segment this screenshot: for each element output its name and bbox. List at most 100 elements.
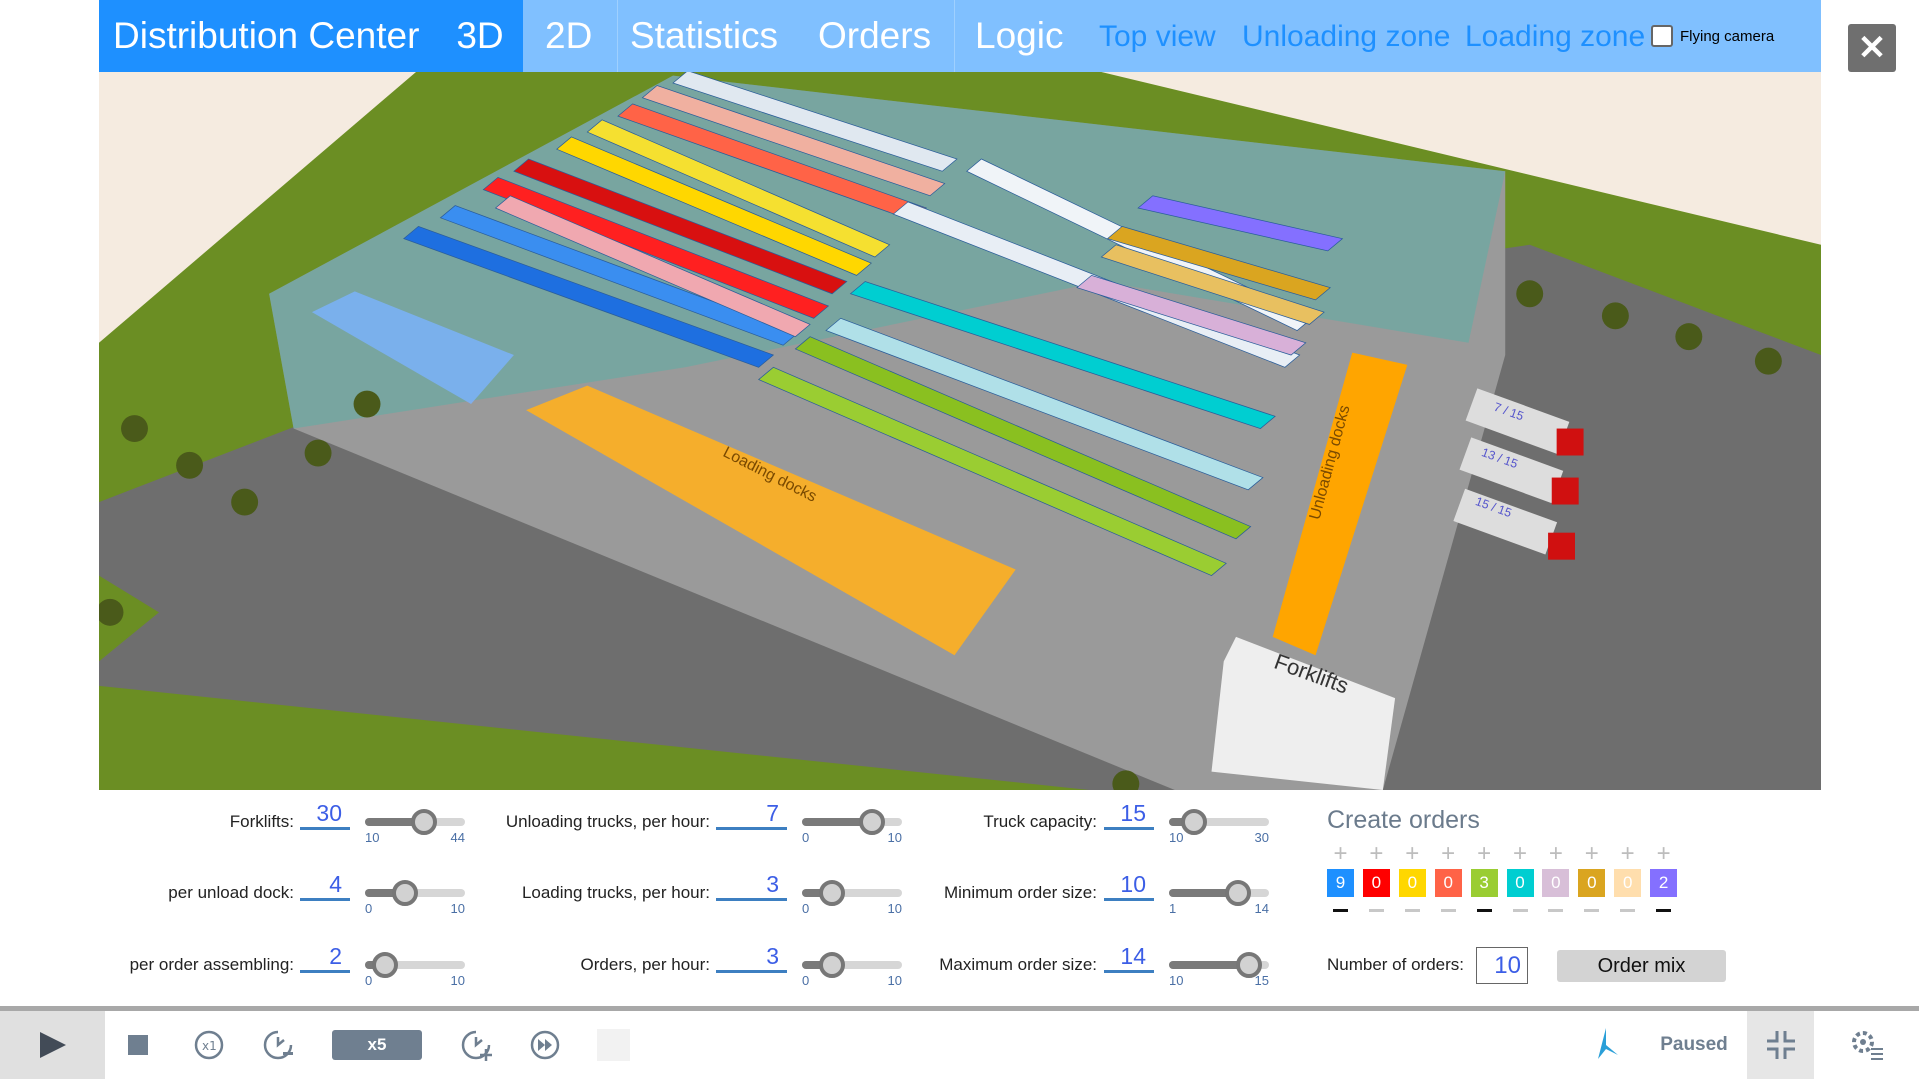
increase-order-button[interactable]: + xyxy=(1441,840,1456,867)
tab-logic[interactable]: Logic xyxy=(975,15,1064,56)
realtime-x1-button[interactable]: x1 xyxy=(191,1011,227,1079)
truck-cab xyxy=(1556,428,1584,456)
decrease-order-button[interactable] xyxy=(1620,909,1636,912)
number-of-orders-input[interactable]: 10 xyxy=(1476,947,1528,984)
param-value-input[interactable]: 3 xyxy=(716,943,787,973)
run-fast-button[interactable] xyxy=(527,1011,563,1079)
decrease-order-button[interactable] xyxy=(1476,909,1492,912)
decrease-order-button[interactable] xyxy=(1548,909,1564,912)
tab-3d[interactable]: 3D xyxy=(437,0,523,72)
increase-order-button[interactable]: + xyxy=(1512,840,1527,867)
storage-rack xyxy=(1100,244,1325,325)
tree xyxy=(1675,323,1703,351)
slider-knob[interactable] xyxy=(392,880,418,906)
create-orders-title: Create orders xyxy=(1327,806,1480,834)
app-title: Distribution Center xyxy=(99,0,437,72)
slider-knob[interactable] xyxy=(372,952,398,978)
slider-min: 0 xyxy=(365,901,373,916)
slow-down-button[interactable] xyxy=(260,1011,296,1079)
order-color-count: 0 xyxy=(1506,869,1534,897)
increase-order-button[interactable]: + xyxy=(1369,840,1384,867)
increase-order-button[interactable]: + xyxy=(1333,840,1348,867)
decrease-order-button[interactable] xyxy=(1512,909,1528,912)
3d-scene-viewport[interactable]: Loading docks Unloading docks Forklifts … xyxy=(99,72,1821,790)
loading-zone-link[interactable]: Loading zone xyxy=(1465,20,1646,53)
param-value-input[interactable]: 4 xyxy=(300,871,350,901)
divider xyxy=(954,0,955,72)
disabled-button xyxy=(597,1011,630,1079)
param-slider[interactable]: 10 30 xyxy=(1169,809,1269,850)
param-slider[interactable]: 1 14 xyxy=(1169,880,1269,921)
slow-down-icon xyxy=(263,1030,293,1060)
close-button[interactable]: ✕ xyxy=(1848,24,1896,72)
param-label: per unload dock: xyxy=(168,883,294,902)
param-label: Maximum order size: xyxy=(939,955,1097,974)
slider-max: 10 xyxy=(450,973,465,988)
slider-knob[interactable] xyxy=(859,809,885,835)
storage-rack xyxy=(1137,195,1344,252)
param-slider[interactable]: 0 10 xyxy=(365,952,465,993)
decrease-order-button[interactable] xyxy=(1440,909,1456,912)
tree xyxy=(353,390,381,418)
speed-up-button[interactable] xyxy=(458,1011,494,1079)
order-mix-button[interactable]: Order mix xyxy=(1557,950,1726,982)
param-value-input[interactable]: 7 xyxy=(716,800,787,830)
param-value-input[interactable]: 30 xyxy=(300,800,350,830)
tab-2d[interactable]: 2D xyxy=(545,15,593,56)
param-label: Loading trucks, per hour: xyxy=(521,883,710,902)
slider-track xyxy=(1169,818,1269,826)
slider-max: 30 xyxy=(1254,830,1269,845)
storage-rack xyxy=(794,336,1252,540)
param-value-input[interactable]: 10 xyxy=(1104,871,1154,901)
increase-order-button[interactable]: + xyxy=(1548,840,1563,867)
slider-min: 10 xyxy=(1169,830,1184,845)
tree xyxy=(1754,347,1782,375)
increase-order-button[interactable]: + xyxy=(1405,840,1420,867)
param-value-input[interactable]: 2 xyxy=(300,943,350,973)
stop-button[interactable] xyxy=(125,1011,151,1079)
increase-order-button[interactable]: + xyxy=(1620,840,1635,867)
tree xyxy=(121,415,148,443)
slider-knob[interactable] xyxy=(819,952,845,978)
tab-statistics[interactable]: Statistics xyxy=(630,15,779,56)
forklift-parking xyxy=(1211,636,1396,790)
order-color-count: 9 xyxy=(1327,869,1354,897)
top-view-link[interactable]: Top view xyxy=(1099,20,1216,53)
param-slider[interactable]: 0 10 xyxy=(802,809,902,850)
decrease-order-button[interactable] xyxy=(1333,909,1348,912)
tree xyxy=(1112,770,1140,790)
increase-order-button[interactable]: + xyxy=(1477,840,1492,867)
grass-patch xyxy=(99,575,159,662)
storage-rack xyxy=(586,119,891,258)
play-button[interactable] xyxy=(0,1011,105,1079)
slider-fill xyxy=(365,818,424,826)
param-slider[interactable]: 0 10 xyxy=(365,880,465,921)
speed-up-icon xyxy=(461,1030,492,1061)
unloading-zone-link[interactable]: Unloading zone xyxy=(1242,20,1451,53)
settings-button[interactable] xyxy=(1848,1011,1886,1079)
tab-orders[interactable]: Orders xyxy=(818,15,932,56)
slider-knob[interactable] xyxy=(1236,952,1262,978)
exit-fullscreen-button[interactable] xyxy=(1747,1011,1814,1079)
param-slider[interactable]: 0 10 xyxy=(802,880,902,921)
decrease-order-button[interactable] xyxy=(1404,909,1420,912)
slider-knob[interactable] xyxy=(410,809,437,835)
param-value-input[interactable]: 14 xyxy=(1104,943,1154,973)
param-value-input[interactable]: 15 xyxy=(1104,800,1154,830)
param-value-input[interactable]: 3 xyxy=(716,871,787,901)
slider-knob[interactable] xyxy=(1181,809,1207,835)
param-slider[interactable]: 0 10 xyxy=(802,952,902,993)
decrease-order-button[interactable] xyxy=(1368,909,1384,912)
flying-camera-checkbox[interactable] xyxy=(1651,25,1673,47)
decrease-order-button[interactable] xyxy=(1584,909,1600,912)
slider-knob[interactable] xyxy=(819,880,845,906)
speed-indicator[interactable]: x5 xyxy=(332,1011,422,1079)
param-slider[interactable]: 10 44 xyxy=(365,809,465,850)
order-color-count: 2 xyxy=(1650,869,1678,897)
order-color-count: 0 xyxy=(1614,869,1642,897)
param-slider[interactable]: 10 15 xyxy=(1169,952,1269,993)
slider-knob[interactable] xyxy=(1225,880,1252,906)
decrease-order-button[interactable] xyxy=(1656,909,1672,912)
increase-order-button[interactable]: + xyxy=(1656,840,1671,867)
increase-order-button[interactable]: + xyxy=(1584,840,1599,867)
